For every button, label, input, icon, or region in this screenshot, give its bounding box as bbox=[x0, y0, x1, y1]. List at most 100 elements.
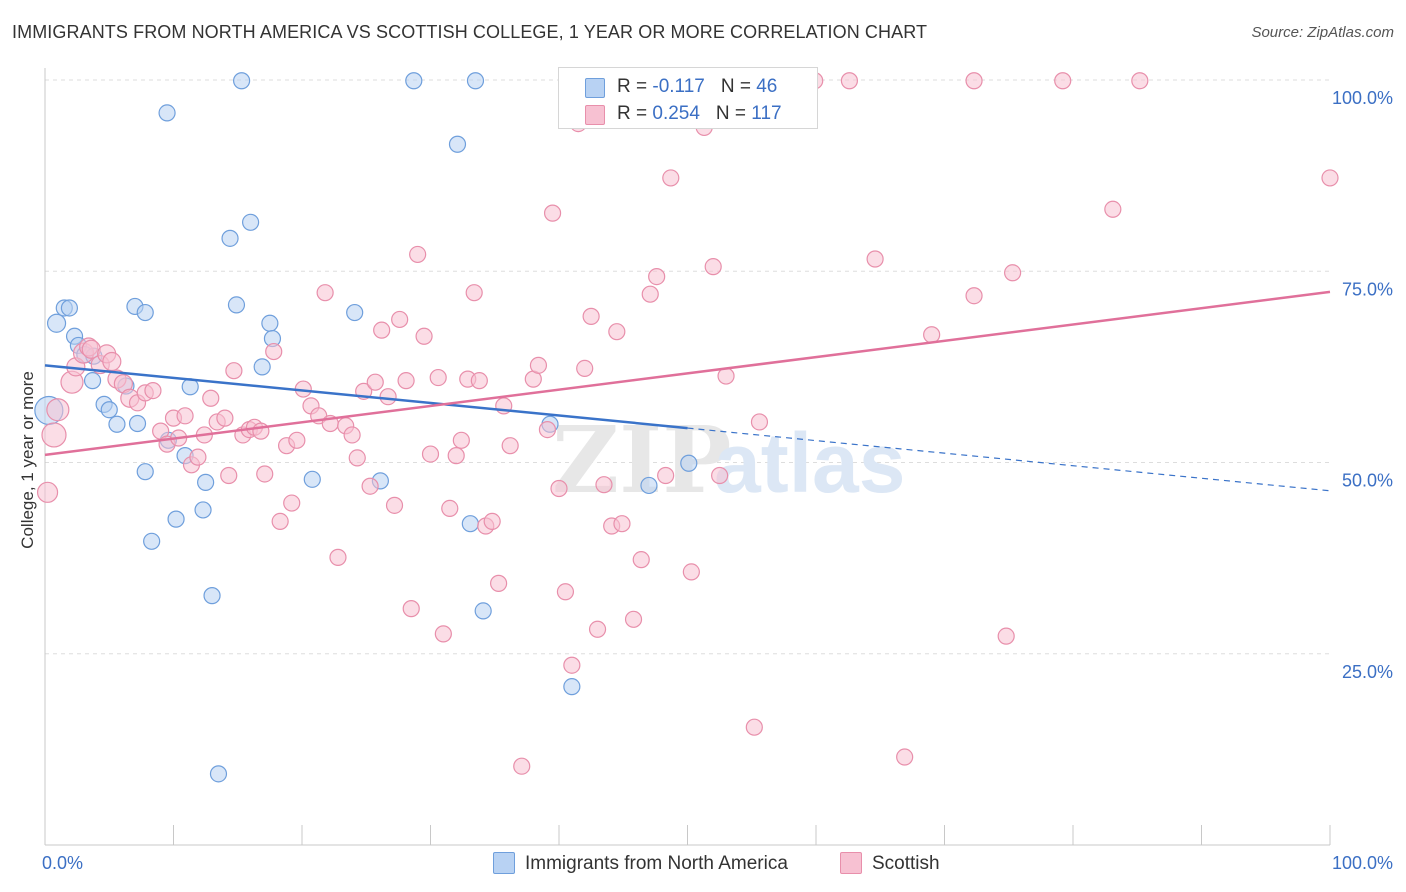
point-scottish-45 bbox=[329, 548, 347, 566]
legend-r-value-2: 0.254 bbox=[652, 103, 700, 124]
point-scottish-56 bbox=[397, 372, 415, 390]
watermark-atlas: atlas bbox=[714, 416, 905, 510]
point-north-america-24 bbox=[203, 587, 221, 605]
point-north-america-25 bbox=[209, 765, 228, 783]
point-scottish-90 bbox=[624, 610, 643, 628]
points-layer bbox=[34, 72, 1339, 783]
x-tick-label-100: 100.0% bbox=[1332, 853, 1393, 873]
point-scottish-76 bbox=[529, 356, 548, 374]
y-axis-title: College, 1 year or more bbox=[18, 371, 37, 549]
point-scottish-43 bbox=[316, 284, 334, 302]
point-north-america-36 bbox=[405, 72, 423, 90]
point-scottish-79 bbox=[550, 479, 568, 498]
point-scottish-95 bbox=[662, 169, 680, 187]
point-scottish-77 bbox=[538, 421, 557, 439]
watermark: ZIP atlas bbox=[552, 406, 905, 514]
point-scottish-84 bbox=[582, 307, 600, 325]
bottom-legend-north-america: Immigrants from North America bbox=[493, 852, 788, 875]
point-scottish-1 bbox=[41, 422, 67, 448]
source-label: Source: ZipAtlas.com bbox=[1251, 24, 1394, 41]
point-scottish-106 bbox=[866, 250, 884, 268]
correlation-legend: R = -0.117 N = 46 R = 0.254 N = 117 bbox=[558, 67, 818, 129]
point-north-america-31 bbox=[261, 314, 279, 332]
point-scottish-16 bbox=[144, 381, 162, 400]
point-scottish-112 bbox=[1004, 264, 1022, 282]
point-scottish-103 bbox=[750, 413, 769, 431]
point-north-america-10 bbox=[100, 401, 118, 419]
point-scottish-113 bbox=[1054, 72, 1072, 90]
point-scottish-61 bbox=[429, 368, 447, 387]
label-layer: 25.0% 50.0% 75.0% 100.0% 0.0% 100.0% College, … bbox=[18, 88, 1393, 873]
point-scottish-71 bbox=[490, 574, 508, 592]
point-scottish-105 bbox=[840, 72, 859, 90]
legend-r-label-2: R = bbox=[617, 103, 653, 124]
point-scottish-2 bbox=[46, 398, 70, 422]
point-scottish-80 bbox=[556, 583, 575, 601]
point-north-america-1 bbox=[46, 313, 67, 333]
y-tick-label-50: 50.0% bbox=[1342, 471, 1393, 491]
point-scottish-21 bbox=[176, 407, 194, 425]
point-north-america-33 bbox=[303, 470, 321, 488]
point-scottish-47 bbox=[343, 426, 361, 444]
bottom-legend-label-north-america: Immigrants from North America bbox=[525, 853, 788, 874]
legend-n-value-2: 117 bbox=[751, 103, 782, 124]
bottom-legend-scottish: Scottish bbox=[840, 852, 940, 875]
point-scottish-115 bbox=[1131, 72, 1149, 90]
point-scottish-83 bbox=[576, 359, 594, 378]
point-scottish-59 bbox=[415, 327, 433, 345]
point-scottish-64 bbox=[447, 447, 465, 465]
legend-n-label-2: N = bbox=[715, 103, 752, 124]
point-north-america-38 bbox=[461, 515, 479, 533]
point-scottish-102 bbox=[745, 718, 763, 736]
point-scottish-48 bbox=[348, 449, 366, 467]
y-tick-label-25: 25.0% bbox=[1342, 662, 1393, 682]
point-scottish-35 bbox=[265, 342, 283, 361]
legend-row-north-america: R = -0.117 N = 46 bbox=[585, 76, 777, 98]
point-scottish-52 bbox=[373, 321, 391, 339]
point-scottish-29 bbox=[225, 362, 243, 380]
y-tick-label-75: 75.0% bbox=[1342, 279, 1393, 299]
point-scottish-86 bbox=[595, 476, 613, 494]
trend-layer bbox=[44, 290, 1331, 492]
point-scottish-34 bbox=[256, 465, 274, 483]
legend-n-value-1: 46 bbox=[756, 76, 778, 97]
point-scottish-54 bbox=[385, 496, 404, 514]
point-scottish-88 bbox=[608, 323, 626, 341]
legend-n-label-1: N = bbox=[720, 76, 757, 97]
trend-scottish bbox=[44, 290, 1331, 457]
legend-r-label-1: R = bbox=[617, 76, 653, 97]
point-scottish-38 bbox=[283, 494, 301, 512]
point-north-america-22 bbox=[194, 501, 212, 519]
legend-swatch-blue bbox=[585, 78, 605, 98]
x-tick-label-0: 0.0% bbox=[42, 853, 83, 873]
point-scottish-97 bbox=[682, 563, 700, 581]
point-scottish-108 bbox=[923, 326, 941, 344]
point-scottish-68 bbox=[470, 372, 488, 390]
point-scottish-62 bbox=[434, 625, 452, 643]
point-scottish-110 bbox=[965, 287, 983, 305]
axis-layer bbox=[44, 68, 1331, 846]
point-north-america-44 bbox=[680, 454, 698, 472]
point-scottish-70 bbox=[483, 512, 501, 531]
point-scottish-36 bbox=[271, 512, 289, 531]
point-scottish-73 bbox=[501, 437, 519, 455]
point-north-america-23 bbox=[197, 473, 215, 491]
point-north-america-45 bbox=[158, 104, 176, 122]
point-scottish-99 bbox=[704, 258, 722, 276]
legend-swatch-pink bbox=[585, 105, 605, 125]
point-scottish-53 bbox=[379, 388, 397, 406]
point-scottish-111 bbox=[997, 627, 1015, 645]
point-scottish-55 bbox=[391, 310, 409, 329]
point-north-america-17 bbox=[136, 303, 154, 322]
point-scottish-116 bbox=[1321, 169, 1339, 187]
point-scottish-51 bbox=[366, 373, 384, 391]
point-scottish-78 bbox=[543, 204, 562, 222]
point-north-america-42 bbox=[563, 678, 581, 696]
point-north-america-43 bbox=[640, 476, 658, 495]
point-north-america-27 bbox=[227, 296, 246, 314]
point-scottish-23 bbox=[189, 448, 207, 466]
point-scottish-89 bbox=[613, 515, 631, 533]
point-scottish-0 bbox=[36, 481, 59, 503]
trend-north-america-extension bbox=[687, 427, 1331, 492]
